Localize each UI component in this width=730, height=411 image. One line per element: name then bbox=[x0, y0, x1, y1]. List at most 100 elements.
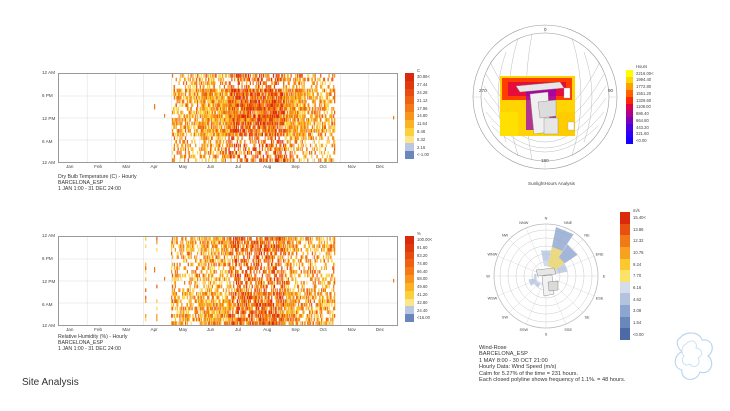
heat-cell bbox=[156, 284, 158, 289]
heat-cell bbox=[229, 121, 231, 126]
heat-cell bbox=[312, 273, 314, 278]
heat-cell bbox=[299, 121, 301, 126]
heat-cell bbox=[216, 143, 218, 148]
legend-label: 221.60 bbox=[636, 131, 649, 137]
heat-cell bbox=[200, 306, 202, 311]
heat-cell bbox=[193, 110, 195, 115]
heat-cell bbox=[328, 96, 330, 100]
heat-cell bbox=[221, 240, 224, 245]
windrose-building bbox=[535, 267, 559, 297]
heat-cell bbox=[229, 107, 231, 111]
y-label-bottom-12pm: 12 PM bbox=[42, 279, 56, 284]
heat-cell bbox=[198, 147, 201, 151]
heat-cell bbox=[189, 295, 191, 300]
heat-cell bbox=[213, 81, 215, 85]
heat-cell bbox=[204, 114, 206, 118]
heat-cell bbox=[176, 251, 178, 256]
heat-cell bbox=[202, 295, 204, 300]
heat-cell bbox=[270, 281, 272, 285]
heat-cell bbox=[185, 310, 188, 314]
heat-cell bbox=[248, 292, 251, 296]
heat-cell bbox=[300, 303, 302, 307]
heat-cell bbox=[263, 110, 265, 115]
heat-cell bbox=[200, 251, 202, 256]
heat-cell bbox=[314, 292, 316, 296]
heat-cell bbox=[257, 77, 259, 82]
heat-cell bbox=[269, 292, 271, 296]
heat-cell bbox=[216, 303, 218, 307]
heat-cell bbox=[217, 143, 219, 148]
heat-cell bbox=[332, 88, 334, 93]
heat-cell bbox=[175, 125, 177, 129]
heat-cell bbox=[265, 244, 267, 248]
heat-cell bbox=[188, 255, 190, 259]
heat-cell bbox=[301, 314, 303, 318]
windrose-caption-line2: BARCELONA_ESP bbox=[479, 351, 528, 358]
heat-cell bbox=[201, 292, 203, 296]
heat-cell bbox=[320, 81, 322, 85]
heat-cell bbox=[321, 96, 324, 100]
heat-cell bbox=[324, 107, 326, 111]
heat-cell bbox=[217, 129, 219, 133]
heat-cell bbox=[271, 81, 273, 85]
heat-cell bbox=[214, 121, 216, 126]
heat-cell bbox=[235, 259, 238, 263]
heat-cell bbox=[249, 88, 251, 93]
heat-cell bbox=[248, 295, 251, 300]
heat-cell bbox=[277, 103, 279, 107]
heat-cell bbox=[304, 77, 306, 82]
heat-cell bbox=[185, 314, 188, 318]
heat-cell bbox=[252, 121, 254, 126]
heat-cell bbox=[277, 299, 279, 303]
heat-cell bbox=[220, 114, 222, 118]
heat-cell bbox=[190, 107, 192, 111]
legend-swatch bbox=[405, 251, 414, 260]
heat-cell bbox=[287, 237, 289, 241]
heat-cell bbox=[293, 310, 295, 314]
heat-cell bbox=[250, 281, 252, 285]
heat-cell bbox=[300, 81, 302, 85]
heat-cell bbox=[266, 107, 268, 111]
heat-cell bbox=[270, 244, 272, 248]
heat-cell bbox=[259, 103, 261, 107]
heat-cell bbox=[291, 310, 293, 314]
heat-cell bbox=[267, 295, 269, 300]
heat-cell bbox=[216, 295, 218, 300]
heat-cell bbox=[178, 121, 180, 126]
heat-cell bbox=[284, 99, 286, 104]
heat-cell bbox=[224, 107, 226, 111]
heat-cell bbox=[309, 96, 312, 100]
heat-cell bbox=[269, 107, 271, 111]
heat-cell bbox=[198, 81, 201, 85]
heat-cell bbox=[275, 121, 277, 126]
heat-cell bbox=[212, 292, 214, 296]
heat-cell bbox=[269, 85, 271, 89]
heat-cell bbox=[290, 129, 292, 133]
heat-cell bbox=[264, 118, 266, 122]
heat-cell bbox=[306, 121, 308, 126]
heat-cell bbox=[247, 110, 250, 115]
heat-cell bbox=[194, 306, 196, 311]
heat-cell bbox=[205, 136, 207, 140]
heat-cell bbox=[323, 248, 326, 252]
heat-cell bbox=[296, 129, 298, 133]
heat-cell bbox=[242, 303, 244, 307]
heat-cell bbox=[303, 96, 305, 100]
heat-cell bbox=[184, 314, 187, 318]
heat-cell bbox=[235, 74, 238, 78]
heat-cell bbox=[254, 136, 256, 140]
heat-cell bbox=[238, 121, 240, 126]
heat-cell bbox=[273, 314, 276, 318]
heat-cell bbox=[226, 281, 228, 285]
heat-cell bbox=[316, 237, 318, 241]
heat-cell bbox=[325, 244, 327, 248]
heat-cell bbox=[199, 88, 201, 93]
heat-cell bbox=[247, 273, 250, 278]
heat-cell bbox=[316, 107, 318, 111]
heat-cell bbox=[190, 248, 192, 252]
heat-cell bbox=[204, 266, 206, 270]
heat-cell bbox=[328, 299, 330, 303]
heat-cell bbox=[236, 321, 239, 325]
heat-cell bbox=[234, 262, 237, 267]
heat-cell bbox=[310, 151, 313, 155]
